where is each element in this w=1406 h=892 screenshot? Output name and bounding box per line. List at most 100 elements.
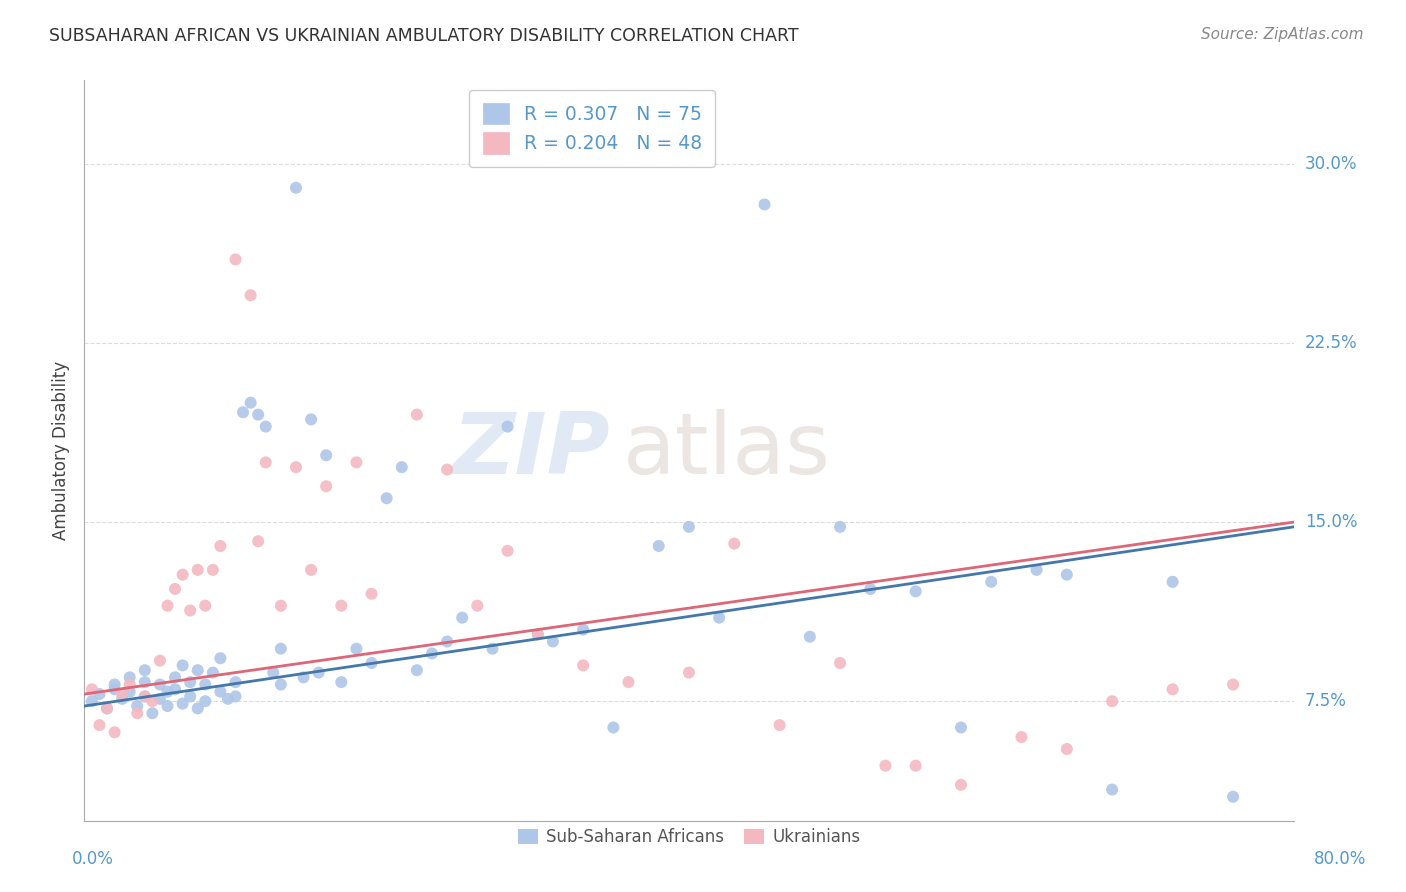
Point xyxy=(1222,789,1244,804)
Point xyxy=(247,534,270,549)
Point xyxy=(330,599,353,613)
Point xyxy=(127,698,149,713)
Point xyxy=(156,698,179,713)
Point xyxy=(299,412,322,426)
Point xyxy=(648,539,671,553)
Point xyxy=(96,701,118,715)
Point xyxy=(830,520,852,534)
Point xyxy=(239,395,262,409)
Point xyxy=(754,197,776,211)
Point xyxy=(172,697,194,711)
Point xyxy=(496,543,519,558)
Point xyxy=(481,641,503,656)
Point xyxy=(217,691,239,706)
Point xyxy=(134,675,156,690)
Point xyxy=(723,536,745,550)
Point xyxy=(179,675,201,690)
Point xyxy=(391,460,413,475)
Point xyxy=(799,630,821,644)
Point xyxy=(225,252,247,267)
Point xyxy=(118,684,141,698)
Point xyxy=(96,701,118,715)
Point xyxy=(496,419,519,434)
Point xyxy=(602,721,624,735)
Point xyxy=(541,634,564,648)
Text: atlas: atlas xyxy=(623,409,831,492)
Point xyxy=(769,718,792,732)
Point xyxy=(346,641,368,656)
Text: Source: ZipAtlas.com: Source: ZipAtlas.com xyxy=(1201,27,1364,42)
Point xyxy=(165,582,187,596)
Point xyxy=(247,408,270,422)
Text: 30.0%: 30.0% xyxy=(1305,155,1357,173)
Text: 15.0%: 15.0% xyxy=(1305,513,1357,531)
Point xyxy=(436,634,458,648)
Point xyxy=(165,682,187,697)
Text: 7.5%: 7.5% xyxy=(1305,692,1347,710)
Point xyxy=(104,677,127,691)
Point xyxy=(141,694,163,708)
Point xyxy=(254,455,277,469)
Point xyxy=(436,462,458,476)
Point xyxy=(111,687,134,701)
Point xyxy=(406,663,429,677)
Point xyxy=(232,405,254,419)
Point xyxy=(118,677,141,691)
Point xyxy=(187,563,209,577)
Point xyxy=(360,656,382,670)
Point xyxy=(141,706,163,721)
Point xyxy=(308,665,330,680)
Point xyxy=(859,582,882,596)
Point xyxy=(104,725,127,739)
Point xyxy=(360,587,382,601)
Text: SUBSAHARAN AFRICAN VS UKRAINIAN AMBULATORY DISABILITY CORRELATION CHART: SUBSAHARAN AFRICAN VS UKRAINIAN AMBULATO… xyxy=(49,27,799,45)
Point xyxy=(406,408,429,422)
Point xyxy=(572,623,595,637)
Point xyxy=(527,627,550,641)
Point xyxy=(134,690,156,704)
Point xyxy=(467,599,489,613)
Point xyxy=(830,656,852,670)
Point xyxy=(270,677,292,691)
Point xyxy=(315,479,337,493)
Point xyxy=(270,599,292,613)
Point xyxy=(420,647,443,661)
Point xyxy=(678,520,700,534)
Point xyxy=(89,687,111,701)
Point xyxy=(187,701,209,715)
Point xyxy=(270,641,292,656)
Point xyxy=(709,610,731,624)
Point xyxy=(225,675,247,690)
Point xyxy=(678,665,700,680)
Point xyxy=(80,694,103,708)
Point xyxy=(262,665,284,680)
Point xyxy=(299,563,322,577)
Point xyxy=(292,670,315,684)
Point xyxy=(1161,682,1184,697)
Text: 22.5%: 22.5% xyxy=(1305,334,1357,352)
Point xyxy=(1025,563,1047,577)
Point xyxy=(209,684,232,698)
Point xyxy=(225,690,247,704)
Point xyxy=(285,460,308,475)
Point xyxy=(179,603,201,617)
Point xyxy=(285,180,308,194)
Point xyxy=(201,665,224,680)
Point xyxy=(1161,574,1184,589)
Point xyxy=(451,610,474,624)
Point xyxy=(375,491,398,506)
Point xyxy=(187,663,209,677)
Point xyxy=(134,690,156,704)
Point xyxy=(950,778,973,792)
Point xyxy=(1222,677,1244,691)
Point xyxy=(172,567,194,582)
Text: ZIP: ZIP xyxy=(453,409,610,492)
Point xyxy=(1101,782,1123,797)
Point xyxy=(156,599,179,613)
Point xyxy=(165,670,187,684)
Y-axis label: Ambulatory Disability: Ambulatory Disability xyxy=(52,361,70,540)
Point xyxy=(209,539,232,553)
Point xyxy=(330,675,353,690)
Point xyxy=(1056,742,1078,756)
Point xyxy=(172,658,194,673)
